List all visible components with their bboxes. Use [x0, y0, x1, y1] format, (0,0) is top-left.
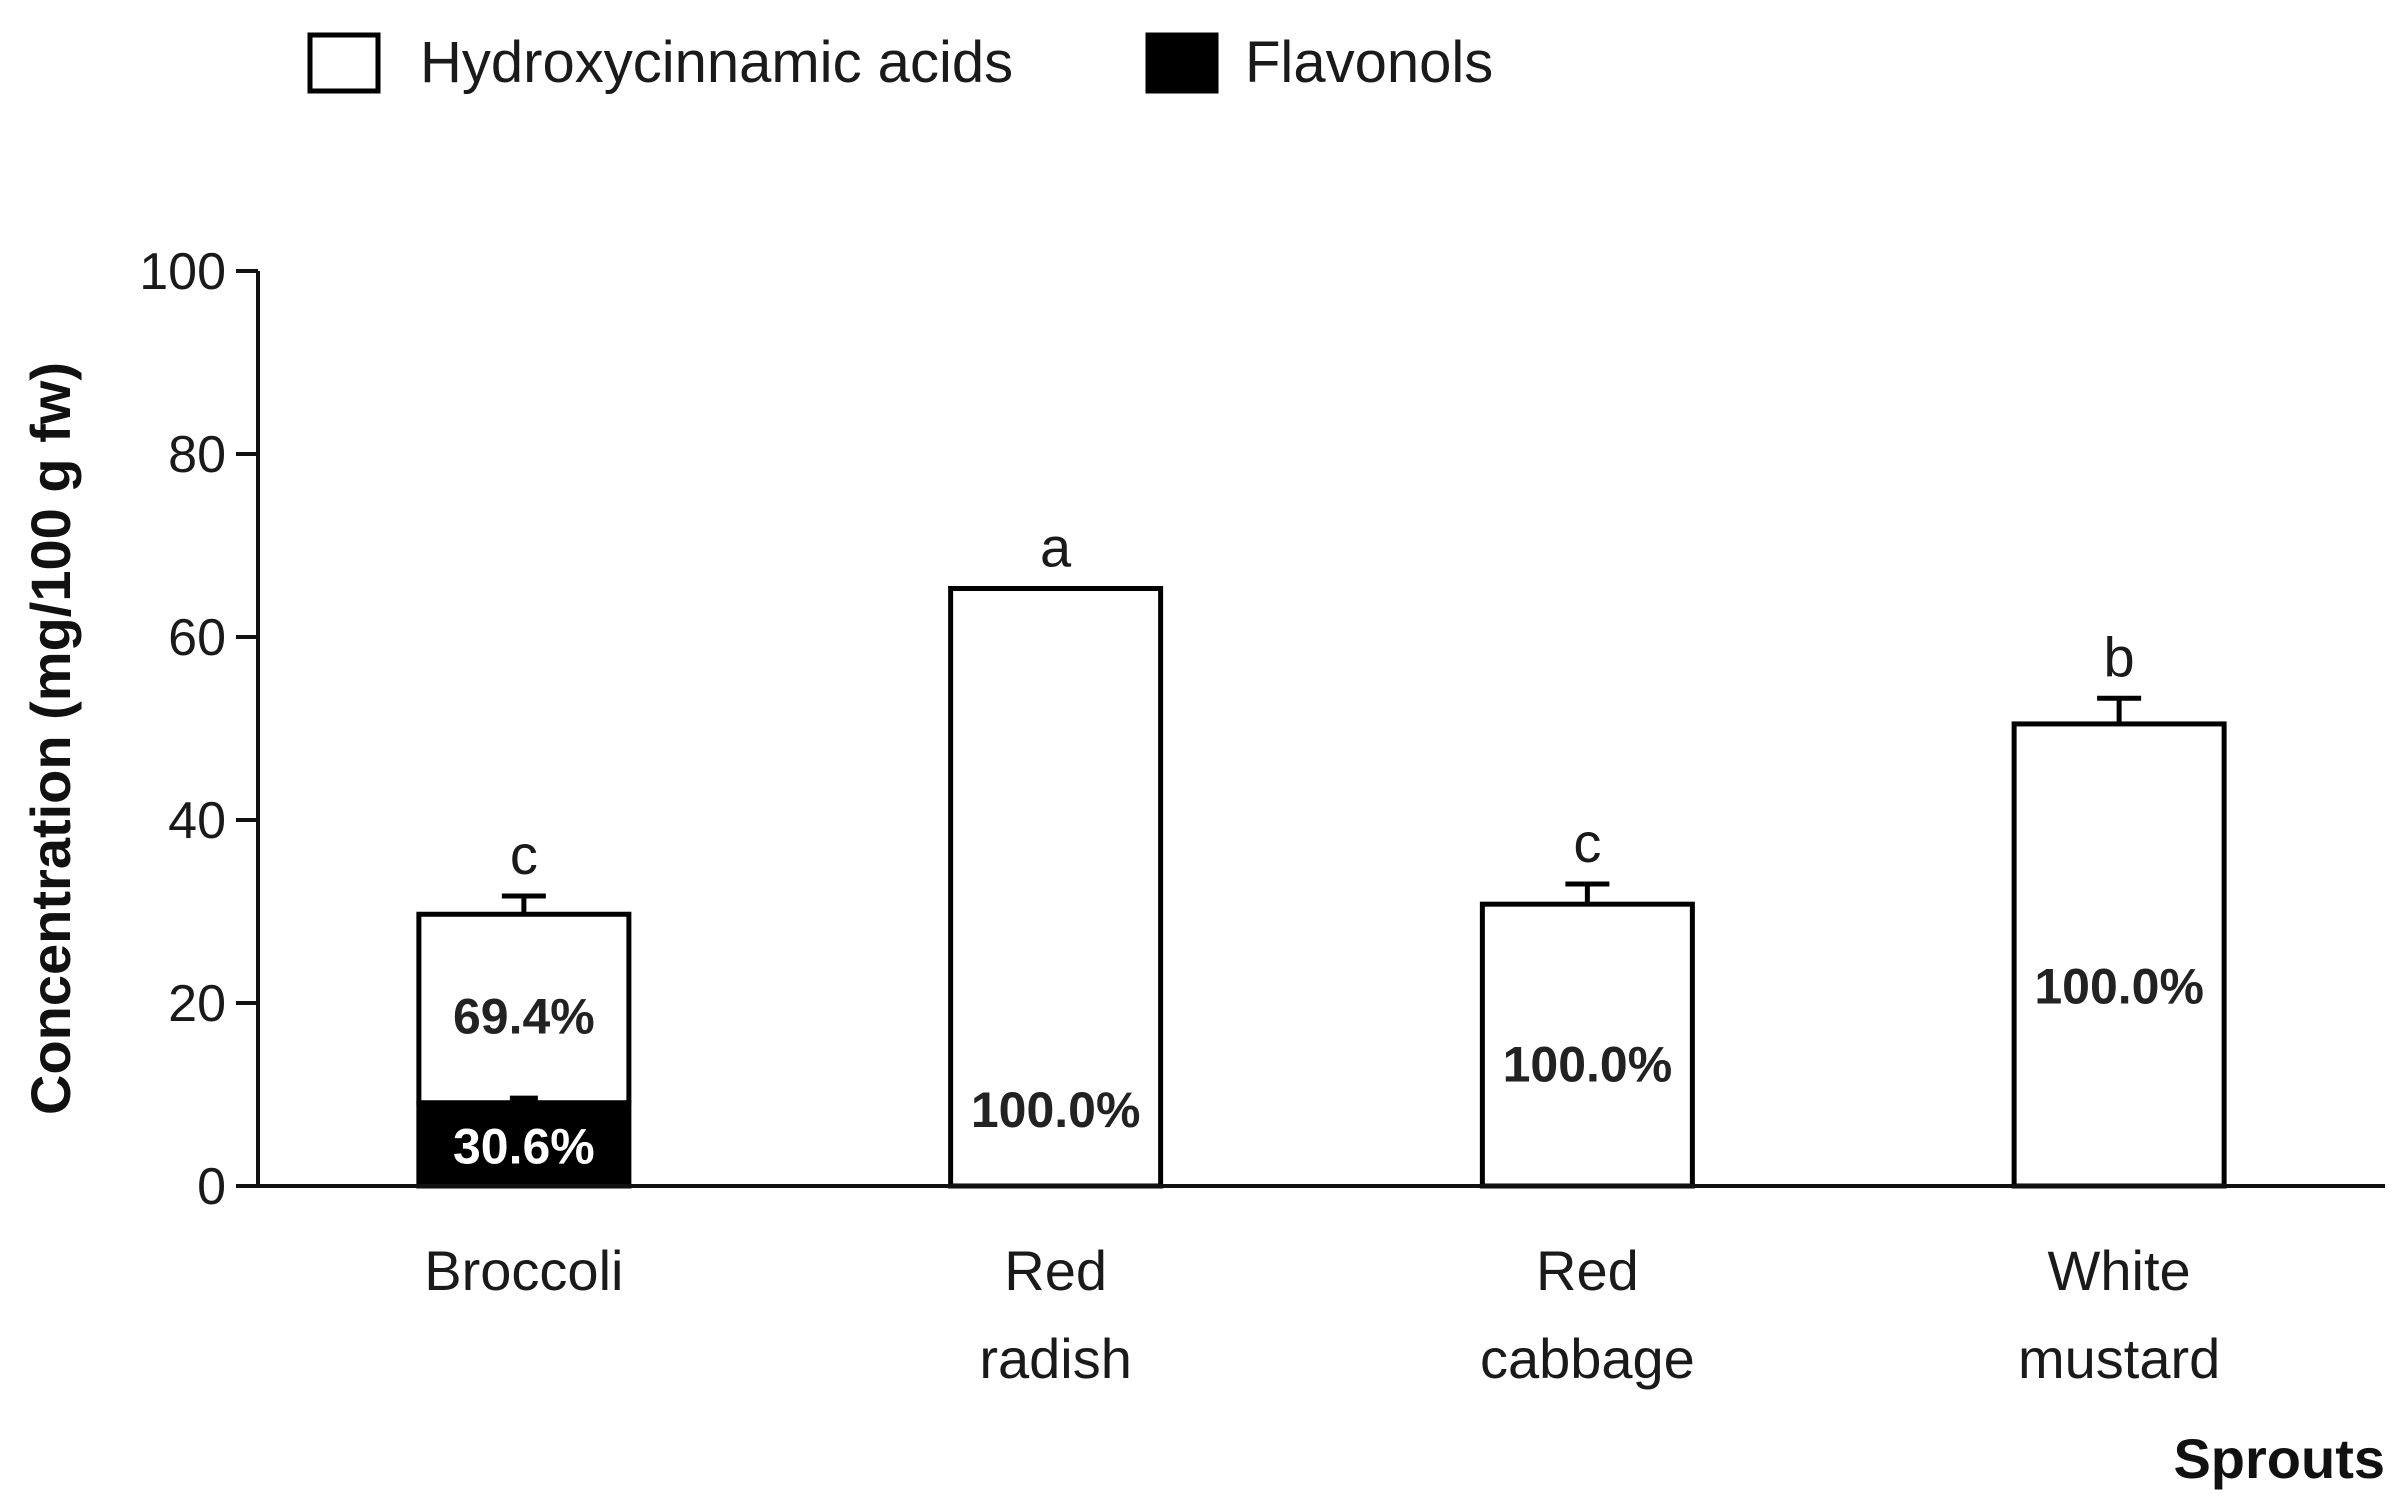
y-tick-label: 100 — [139, 243, 226, 301]
y-tick-label: 0 — [197, 1158, 226, 1216]
percent-label: 100.0% — [2034, 959, 2204, 1015]
y-axis-title: Concentration (mg/100 g fw) — [19, 362, 82, 1115]
significance-letter: a — [1040, 516, 1072, 579]
percent-label: 100.0% — [971, 1082, 1141, 1138]
percent-label: 30.6% — [453, 1119, 595, 1175]
axes: 0 20 40 60 80 100 Concentration (mg/100 g fw) S… — [19, 243, 2385, 1490]
x-category-label: Red — [1536, 1239, 1639, 1302]
significance-letter: b — [2104, 625, 2135, 688]
x-category-label: radish — [979, 1327, 1132, 1390]
x-category-label: mustard — [2018, 1327, 2220, 1390]
labels: c Broccoli a Red radish c Red cabbage b White must… — [424, 516, 2220, 1390]
x-category-label: White — [2048, 1239, 2191, 1302]
x-category-label: Broccoli — [424, 1239, 623, 1302]
legend-label: Flavonols — [1245, 30, 1493, 95]
bar-hydroxycinnamic-acids — [416, 911, 632, 1106]
significance-letter: c — [1573, 811, 1601, 874]
x-category-label: cabbage — [1480, 1327, 1695, 1390]
bars — [416, 586, 2227, 1189]
x-axis-title: Sprouts — [2173, 1427, 2385, 1490]
legend: Hydroxycinnamic acids Flavonols — [307, 30, 1493, 95]
bar-hydroxycinnamic-acids — [2011, 721, 2227, 1189]
bar-hydroxycinnamic-acids — [948, 586, 1164, 1189]
y-tick-label: 80 — [168, 426, 226, 484]
legend-swatch — [307, 32, 381, 94]
legend-label: Hydroxycinnamic acids — [420, 30, 1013, 95]
y-tick-label: 20 — [168, 975, 226, 1033]
bar-hydroxycinnamic-acids — [1479, 901, 1695, 1189]
x-category-label: Red — [1004, 1239, 1107, 1302]
legend-swatch — [1145, 32, 1219, 94]
significance-letter: c — [510, 823, 538, 886]
y-tick-label: 60 — [168, 609, 226, 667]
y-tick-label: 40 — [168, 792, 226, 850]
percent-label: 69.4% — [453, 989, 595, 1045]
percent-label: 100.0% — [1503, 1036, 1673, 1092]
